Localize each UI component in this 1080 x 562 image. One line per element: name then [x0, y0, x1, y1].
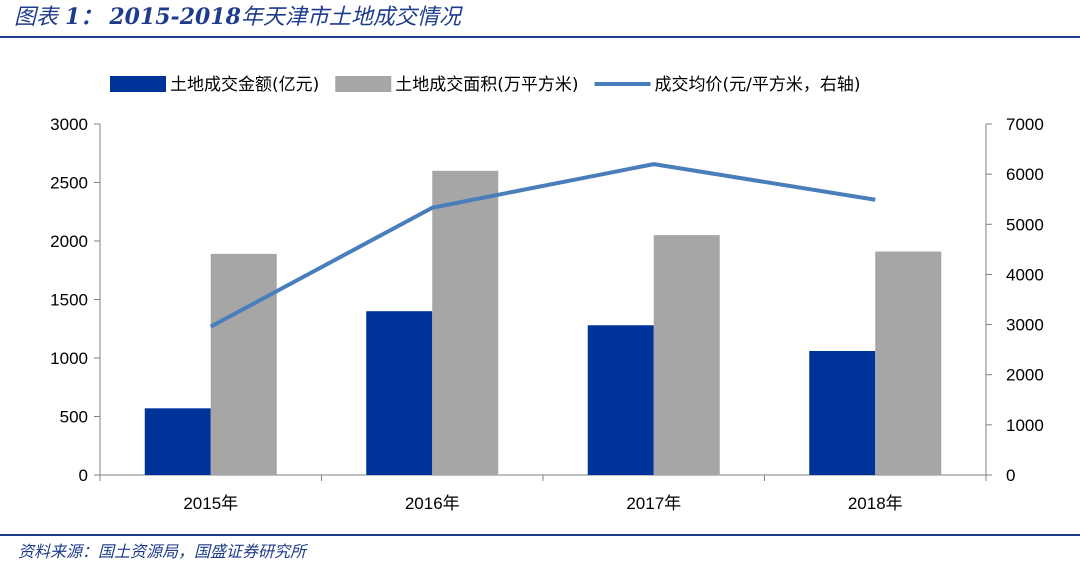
- bar-amount: [587, 325, 654, 475]
- y-left-tick-label: 2000: [50, 232, 88, 251]
- footer-divider: [0, 534, 1080, 536]
- y-right-tick-label: 1000: [1006, 416, 1044, 435]
- bar-area: [432, 170, 499, 476]
- source-note: 资料来源：国土资源局，国盛证券研究所: [18, 542, 307, 561]
- x-tick-label: 2015年: [183, 494, 238, 513]
- figure-prefix: 图表: [14, 5, 59, 30]
- bar-area: [875, 251, 942, 475]
- bar-amount: [809, 350, 876, 475]
- y-left-tick-label: 0: [79, 466, 88, 485]
- x-tick-label: 2017年: [626, 494, 681, 513]
- y-right-tick-label: 3000: [1006, 316, 1044, 335]
- figure-title-text: 年天津市土地成交情况: [240, 5, 461, 30]
- y-right-tick-label: 0: [1006, 466, 1015, 485]
- legend-label: 土地成交金额(亿元): [170, 75, 319, 95]
- y-left-tick-label: 500: [60, 408, 88, 427]
- y-right-tick-label: 4000: [1006, 265, 1044, 284]
- line-avg-price: [209, 162, 876, 329]
- y-left-tick-label: 1500: [50, 291, 88, 310]
- figure-title: 图表 1： 2015-2018年天津市土地成交情况: [14, 0, 461, 36]
- legend-swatch: [110, 76, 166, 92]
- bar-amount: [366, 311, 433, 475]
- y-right-tick-label: 2000: [1006, 366, 1044, 385]
- y-right-tick-label: 6000: [1006, 165, 1044, 184]
- bar-area: [653, 235, 720, 475]
- y-left-tick-label: 1000: [50, 349, 88, 368]
- title-divider: [0, 36, 1080, 38]
- y-right-tick-label: 5000: [1006, 215, 1044, 234]
- legend-swatch: [335, 76, 392, 92]
- legend-label: 土地成交面积(万平方米): [395, 75, 578, 95]
- x-tick-label: 2018年: [848, 494, 903, 513]
- figure-number: 1：: [65, 4, 103, 30]
- y-right-tick-label: 7000: [1006, 115, 1044, 134]
- bar-area: [210, 253, 277, 475]
- bar-amount: [144, 408, 211, 475]
- y-left-tick-label: 2500: [50, 174, 88, 193]
- figure-year-range: 2015-2018: [109, 4, 241, 30]
- legend-label: 成交均价(元/平方米，右轴): [655, 75, 861, 95]
- y-left-tick-label: 3000: [50, 115, 88, 134]
- chart: 0 500 1000 1500 2000 2500 3000 0 1000 2000 3000 400…: [50, 75, 1044, 513]
- x-tick-label: 2016年: [405, 494, 460, 513]
